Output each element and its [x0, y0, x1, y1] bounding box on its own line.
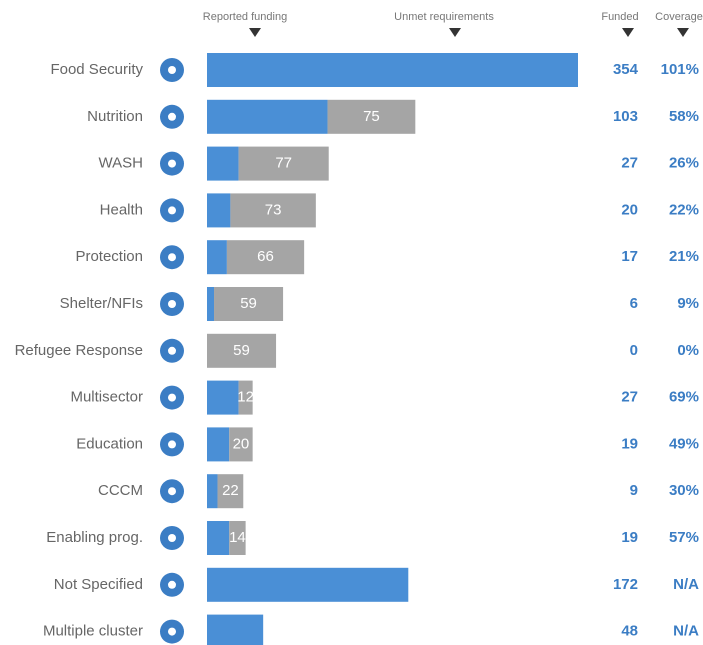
coverage-value: N/A	[673, 623, 699, 640]
coverage-value: 49%	[669, 435, 699, 452]
cluster-icon-dot	[168, 534, 176, 542]
category-label: Food Security	[50, 61, 143, 78]
category-label: Nutrition	[87, 108, 143, 125]
cluster-icon-dot	[168, 206, 176, 215]
funded-value: 27	[621, 155, 638, 172]
category-label: Multiple cluster	[43, 623, 143, 640]
bar-segment	[207, 521, 230, 555]
unmet-label: 59	[233, 342, 250, 359]
category-label: WASH	[99, 155, 143, 172]
cluster-icon-dot	[168, 112, 176, 121]
funded-value: 354	[613, 61, 639, 78]
unmet-label: 20	[233, 435, 250, 452]
bar-segment	[207, 567, 409, 602]
category-label: CCCM	[98, 482, 143, 499]
cluster-icon-dot	[168, 580, 176, 589]
cluster-icon-dot	[168, 66, 176, 74]
funded-value: 0	[630, 342, 638, 359]
unmet-label: 75	[363, 108, 380, 125]
coverage-value: 0%	[677, 342, 699, 359]
unmet-label: 66	[257, 248, 274, 265]
coverage-value: 9%	[677, 295, 699, 312]
coverage-value: 57%	[669, 529, 699, 546]
bar-segment	[238, 380, 253, 415]
funded-value: 9	[630, 482, 638, 499]
cluster-icon-dot	[168, 393, 176, 402]
cluster-icon-dot	[168, 253, 176, 262]
bar-segment	[327, 99, 416, 134]
funded-value: 48	[621, 623, 638, 640]
unmet-label: 12	[237, 389, 254, 406]
category-label: Education	[76, 435, 143, 452]
coverage-value: 26%	[669, 155, 699, 172]
cluster-icon-dot	[168, 159, 176, 168]
cluster-icon-dot	[168, 487, 176, 496]
header-coverage: Coverage	[655, 11, 703, 23]
coverage-value: N/A	[673, 576, 699, 593]
coverage-value: 58%	[669, 108, 699, 125]
funded-value: 172	[613, 576, 638, 593]
bar-segment	[230, 193, 316, 228]
bar-segment	[207, 193, 231, 228]
cluster-icon-dot	[168, 627, 176, 636]
coverage-value: 30%	[669, 482, 699, 499]
category-label: Shelter/NFIs	[60, 295, 143, 312]
bar-segment	[207, 380, 239, 415]
funded-value: 6	[630, 295, 638, 312]
cluster-icon-dot	[168, 440, 176, 449]
sort-arrow	[677, 28, 689, 37]
funded-value: 20	[621, 201, 638, 218]
coverage-value: 21%	[669, 248, 699, 265]
category-label: Health	[100, 201, 143, 218]
unmet-label: 73	[265, 201, 282, 218]
bar-segment	[207, 146, 239, 181]
funded-value: 19	[621, 435, 638, 452]
coverage-value: 101%	[661, 61, 699, 78]
bar-segment	[214, 287, 284, 321]
bar-segment	[226, 240, 305, 275]
coverage-value: 22%	[669, 201, 699, 218]
bar-segment	[207, 474, 218, 509]
category-label: Multisector	[70, 389, 143, 406]
cluster-icon-dot	[168, 300, 176, 308]
header-funded: Funded	[601, 11, 638, 23]
unmet-label: 22	[222, 482, 239, 499]
bar-segment	[207, 53, 578, 87]
bar-segment	[229, 427, 253, 462]
category-label: Refugee Response	[15, 342, 143, 359]
bar-segment	[207, 287, 215, 321]
plot-area	[207, 53, 578, 645]
funded-value: 103	[613, 108, 638, 125]
funded-value: 27	[621, 389, 638, 406]
category-label: Protection	[75, 248, 143, 265]
sort-arrow	[449, 28, 461, 37]
header-unmet: Unmet requirements	[394, 11, 494, 23]
bar-segment	[229, 521, 246, 555]
cluster-icon-dot	[168, 346, 176, 355]
category-label: Enabling prog.	[46, 529, 143, 546]
bar-segment	[207, 333, 277, 368]
bar-segment	[207, 99, 328, 134]
funded-value: 19	[621, 529, 638, 546]
bar-segment	[207, 614, 264, 645]
unmet-label: 77	[275, 155, 292, 172]
sort-arrow	[249, 28, 261, 37]
sort-arrow	[622, 28, 634, 37]
unmet-label: 59	[240, 295, 257, 312]
funded-value: 17	[621, 248, 638, 265]
header-reported: Reported funding	[203, 11, 287, 23]
bar-segment	[217, 474, 244, 509]
bar-segment	[238, 146, 329, 181]
unmet-label: 14	[229, 529, 246, 546]
coverage-value: 69%	[669, 389, 699, 406]
category-label: Not Specified	[54, 576, 143, 593]
bar-segment	[207, 427, 230, 462]
bar-segment	[207, 240, 227, 275]
